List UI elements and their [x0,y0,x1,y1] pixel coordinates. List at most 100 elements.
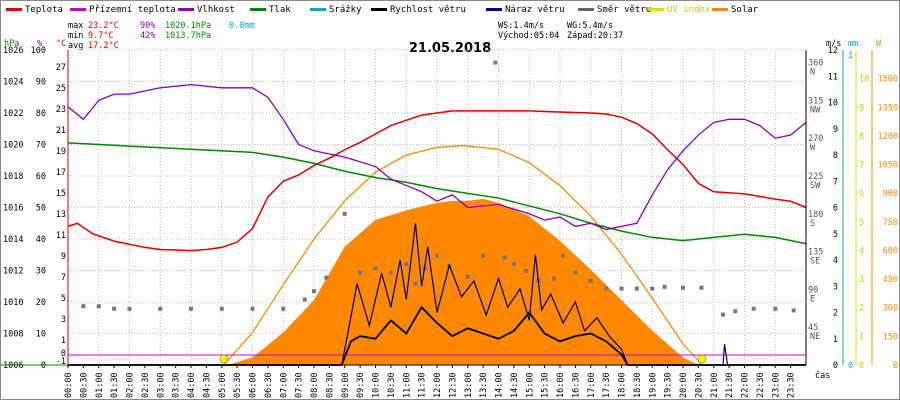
wind-direction-point [493,60,498,65]
wind-direction-point [127,306,132,311]
tick-pct: 60 [36,172,46,182]
tick-degc: 19 [56,147,66,157]
x-tick-label: 11:30 [418,372,428,398]
tick-hpa: 1022 [3,109,23,119]
tick-degc: 9 [61,252,66,262]
tick-solar: 1050 [878,161,898,171]
tick-uv: 1 [859,332,864,342]
x-tick-label: 10:00 [372,372,382,398]
tick-ms: 3 [833,282,838,292]
tick-ms: 2 [833,309,838,319]
wind-speed-info: WS:1.4m/s [498,21,544,31]
wind-direction-point [551,276,556,281]
x-tick-label: 23:00 [771,372,781,398]
stat-avg-label: avg [68,41,83,51]
sunrise-info: Východ:05:04 [498,31,559,41]
tick-mm: 1 [848,51,853,61]
legend-swatch [6,8,22,11]
x-tick-label: 18:00 [618,372,628,398]
stat-min-label: min [68,31,83,41]
tick-direction: S [810,219,815,229]
wind-direction-point [733,309,738,314]
stats-block: max 23.2°C 90% 1020.1hPa 0.0mm min 9.7°C… [68,21,255,51]
axis-unit-hpa: hPa [4,39,19,49]
tick-hpa: 1016 [3,204,23,214]
x-tick-label: 05:00 [218,372,228,398]
axis-unit-ms: m/s [826,39,841,49]
tick-pct: 40 [36,235,46,245]
wind-direction-point [720,312,725,317]
tick-pct: 30 [36,267,46,277]
tick-uv: 9 [859,103,864,113]
tick-direction: 45 [808,323,818,333]
x-tick-label: 19:00 [648,372,658,398]
wind-direction-point [81,304,86,309]
tick-hpa: 1020 [3,141,23,151]
legend-label: Solar [731,5,759,15]
wind-direction-point [561,253,566,258]
stat-max-press: 1020.1hPa [165,21,211,31]
x-tick-label: 22:00 [741,372,751,398]
x-tick-label: 18:30 [633,372,643,398]
tick-solar: 450 [883,275,898,285]
tick-ms: 10 [828,99,838,109]
wind-direction-point [650,286,655,291]
series-pressure [67,142,807,245]
stat-avg-temp: 17.2°C [88,41,119,51]
x-tick-label: 17:00 [587,372,597,398]
wind-direction-point [791,308,796,313]
tick-direction: N [810,68,815,78]
x-axis: 00:00 00:30 01:00 01:30 02:00 02:30 03:00 03:30… [64,365,830,398]
x-tick-label: 04:30 [202,372,212,398]
legend-swatch [712,8,728,11]
tick-ms: 4 [833,256,838,266]
legend-label: Rychlost větru [390,5,466,15]
legend-swatch [310,8,326,11]
sun-marker [697,354,707,364]
x-tick-label: 07:30 [295,372,305,398]
legend-label: Směr větru [597,5,651,15]
x-tick-label: 06:00 [249,372,259,398]
tick-solar: 0 [893,361,898,371]
x-tick-label: 21:00 [710,372,720,398]
tick-solar: 300 [883,304,898,314]
wind-direction-point [435,253,439,258]
tick-hpa: 1006 [3,361,23,371]
tick-degc: 0 [61,349,66,359]
x-tick-label: 12:00 [433,372,443,398]
x-tick-label: 21:30 [725,372,735,398]
tick-ms: 5 [833,230,838,240]
x-tick-label: 09:30 [356,372,366,398]
tick-ms: 12 [828,46,838,56]
x-tick-label: 11:00 [402,372,412,398]
tick-degc: 11 [56,231,66,241]
wind-direction-point [634,286,639,291]
tick-pct: 70 [36,141,46,151]
x-tick-label: 16:00 [556,372,566,398]
tick-uv: 5 [859,218,864,228]
tick-degc: 5 [61,294,66,304]
x-tick-label: 13:30 [479,372,489,398]
tick-solar: 600 [883,246,898,256]
wind-direction-point [773,306,778,311]
tick-degc: 27 [56,63,66,73]
wind-direction-point [404,262,409,267]
tick-pct: 20 [36,298,46,308]
tick-pct: 10 [36,330,46,340]
tick-direction: 225 [808,172,823,182]
stat-min-press: 1013.7hPa [165,31,211,41]
wind-direction-point [219,306,224,311]
wind-direction-point [604,286,609,291]
legend: Teplota Přízemní teplota Vlhkost Tlak Srážky… [6,5,759,15]
wind-direction-point [358,270,363,275]
wind-direction-point [413,281,418,286]
legend-swatch [70,8,86,11]
x-tick-label: 15:00 [525,372,535,398]
x-tick-label: 03:00 [156,372,166,398]
tick-degc: 3 [61,315,66,325]
legend-swatch [371,8,387,11]
wind-direction-point [681,285,685,290]
tick-degc: -1 [56,357,66,367]
wind-gust-info: WG:5.4m/s [567,21,613,31]
tick-ms: 11 [828,72,838,82]
